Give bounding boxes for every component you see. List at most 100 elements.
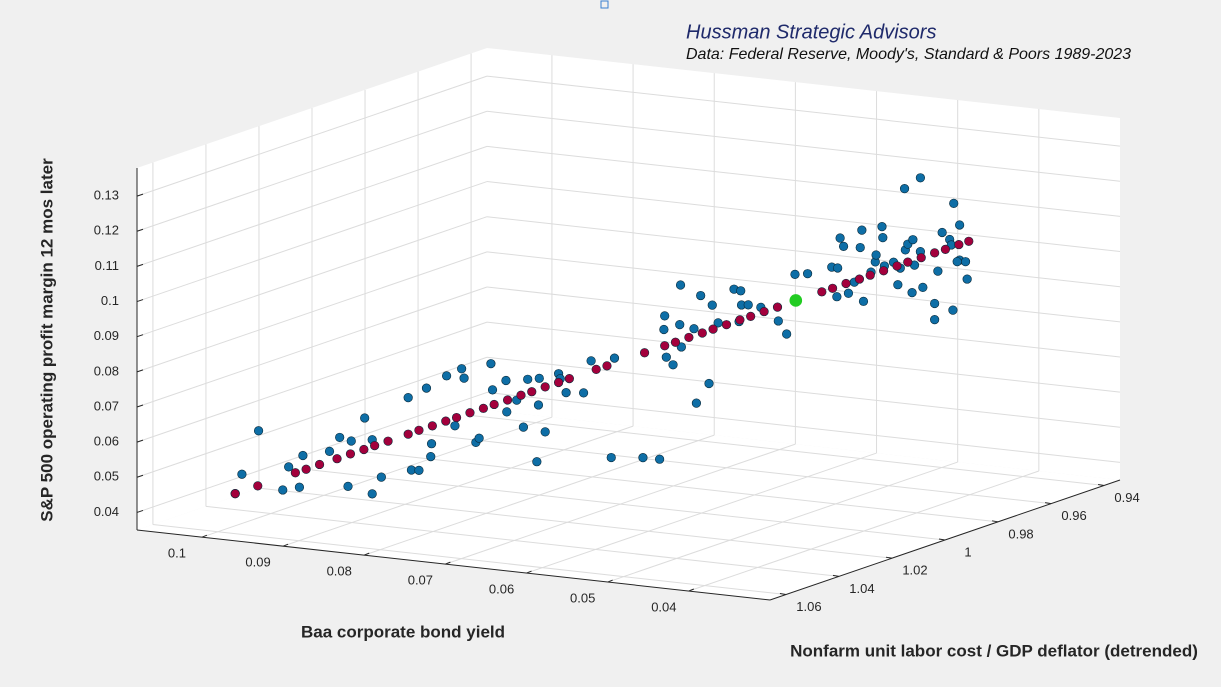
tick-mark [445, 561, 451, 565]
z-tick-label: 0.12 [94, 223, 119, 238]
point [691, 398, 702, 408]
tick-mark [688, 588, 695, 592]
point [964, 236, 974, 246]
point [426, 452, 436, 462]
point [278, 485, 288, 495]
point [893, 280, 903, 290]
point [948, 305, 958, 315]
point [759, 306, 769, 317]
point [606, 452, 616, 463]
point [403, 429, 413, 439]
z-tick-label: 0.06 [94, 434, 119, 449]
point [586, 356, 596, 366]
point [952, 257, 962, 267]
point [802, 269, 813, 279]
point [533, 400, 544, 410]
point [817, 287, 827, 297]
axes-box [137, 48, 1120, 600]
z-tick-label: 0.11 [95, 258, 119, 273]
point [661, 352, 671, 362]
point [858, 296, 869, 306]
point [489, 399, 499, 410]
point [527, 387, 537, 397]
grid-line [364, 451, 999, 523]
tick-mark [136, 228, 144, 232]
point [675, 320, 685, 330]
chart-title: Hussman Strategic Advisors [686, 21, 936, 43]
point [561, 388, 571, 398]
grid-line [205, 505, 839, 577]
point [451, 412, 462, 423]
point [736, 286, 746, 296]
point [284, 462, 294, 472]
y-tick-label: 1 [964, 544, 971, 559]
point [403, 393, 413, 403]
point [474, 433, 484, 443]
point [230, 489, 240, 499]
point [704, 378, 714, 389]
point [441, 371, 452, 381]
grid-line [486, 110, 1121, 182]
point [865, 270, 875, 280]
point [708, 324, 718, 334]
point [838, 241, 849, 251]
x-tick-label: 0.05 [570, 590, 595, 605]
z-axis-label: S&P 500 operating profit margin 12 mos l… [37, 158, 56, 522]
point [502, 407, 512, 417]
x-tick-label: 0.08 [327, 564, 352, 579]
wall [487, 48, 1120, 480]
point [360, 413, 370, 423]
point [253, 426, 264, 436]
tick-mark [136, 263, 144, 267]
tick-mark [136, 474, 144, 478]
tick-mark [526, 570, 532, 574]
point [359, 444, 369, 455]
point [892, 261, 902, 271]
tick-mark [136, 509, 144, 513]
point [916, 253, 926, 263]
point [903, 257, 913, 267]
point [899, 184, 910, 194]
point [465, 408, 475, 418]
point [345, 449, 356, 459]
tick-mark [1044, 502, 1052, 505]
point [954, 239, 964, 250]
z-tick-label: 0.07 [94, 398, 119, 413]
x-axis-line [136, 529, 771, 601]
chart-subtitle: Data: Federal Reserve, Moody's, Standard… [686, 46, 1131, 63]
tick-mark [364, 552, 370, 556]
point [660, 311, 670, 321]
z-tick-label: 0.1 [101, 293, 119, 308]
y-tick-label: 0.96 [1061, 508, 1086, 523]
tick-mark [136, 193, 144, 197]
tick-mark [136, 404, 144, 408]
point [332, 454, 342, 464]
point [459, 373, 469, 383]
grid-line [486, 286, 1121, 358]
grid-line [152, 524, 786, 596]
point [441, 416, 451, 426]
point [878, 233, 888, 243]
point [773, 316, 783, 326]
x-tick-label: 0.1 [168, 546, 186, 561]
point [697, 328, 707, 338]
tick-mark [282, 543, 289, 547]
point [827, 283, 838, 293]
point [639, 348, 650, 358]
point [564, 373, 574, 384]
point [655, 454, 665, 464]
point [609, 353, 620, 363]
tick-mark [832, 574, 840, 577]
point [335, 432, 345, 443]
point [721, 320, 732, 330]
tick-mark [136, 299, 144, 303]
point [518, 422, 529, 432]
point [502, 395, 513, 405]
point [835, 233, 845, 243]
point [908, 235, 918, 245]
point [324, 446, 335, 456]
tick-mark [201, 534, 208, 538]
point [427, 421, 437, 431]
point [540, 382, 550, 392]
